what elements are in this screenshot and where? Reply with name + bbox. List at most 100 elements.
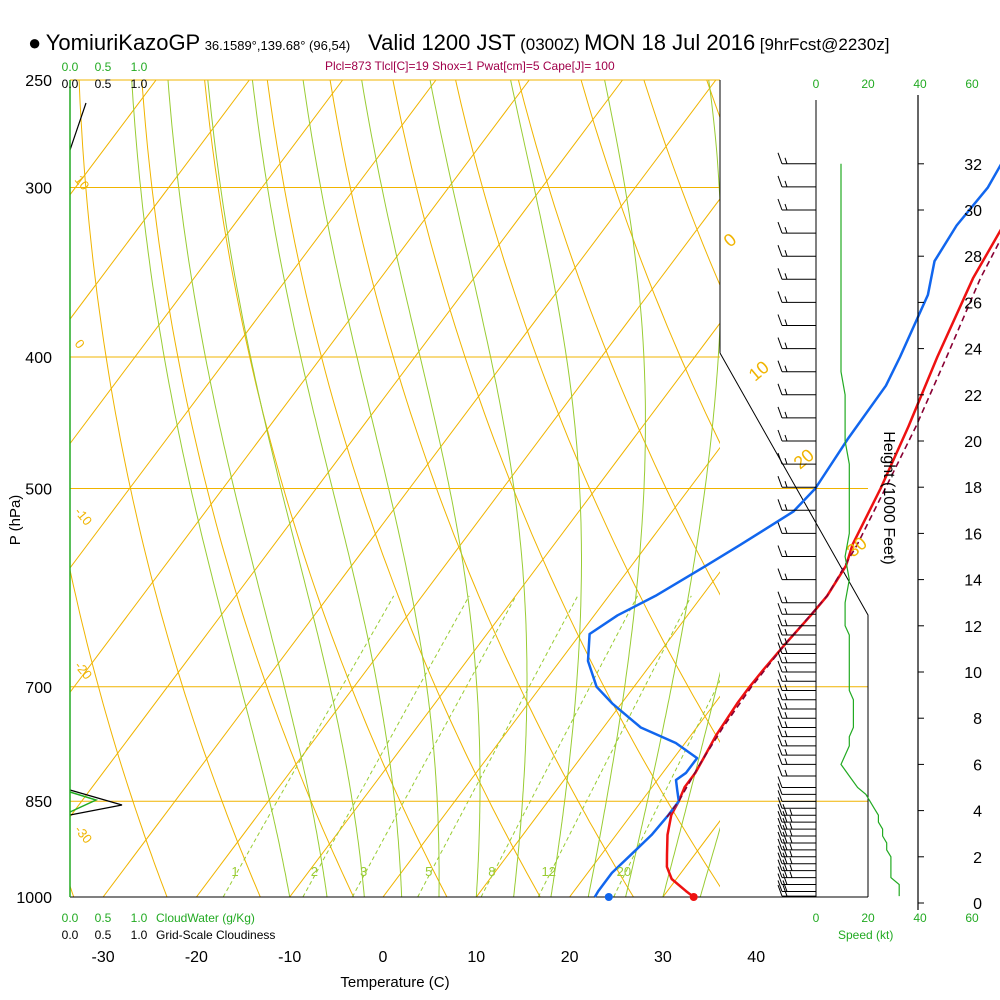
cloudiness-tick-top: 1.0 — [131, 77, 148, 91]
wind-barb — [777, 679, 816, 691]
wind-barb-half — [784, 411, 788, 419]
wind-barb-flag — [777, 314, 783, 326]
wind-barb-flag — [777, 790, 783, 802]
dry-adiabat-label: 20 — [790, 445, 818, 473]
wind-barb-half — [784, 434, 788, 442]
wind-barb-flag — [777, 651, 783, 663]
surface-temperature-marker — [689, 893, 698, 901]
wind-barb — [777, 670, 816, 682]
wind-barb-half — [784, 226, 788, 234]
wind-barb-flag — [777, 852, 783, 864]
wind-barb-half — [784, 550, 788, 557]
wind-barb — [777, 603, 816, 615]
surface-dewpoint-marker — [604, 893, 613, 901]
wind-barb-half — [784, 638, 788, 645]
wind-barb — [777, 776, 816, 788]
wind-barb-flag — [777, 175, 783, 188]
wind-barb-flag — [777, 291, 783, 303]
pressure-tick-label: 300 — [25, 180, 52, 197]
mixing-ratio-line — [302, 595, 470, 897]
wind-barb — [777, 633, 816, 645]
wind-barb-half — [784, 203, 788, 211]
wind-barb-flag — [777, 783, 783, 795]
wind-barb-half — [789, 836, 793, 844]
moist-adiabat-line — [131, 80, 291, 897]
wind-barb-flag — [777, 866, 783, 878]
cloud-water-tick-top: 1.0 — [131, 60, 148, 74]
valid-date: MON 18 Jul 2016 — [584, 30, 756, 55]
temperature-tick-label: -10 — [278, 949, 301, 966]
wind-barb-flag — [782, 838, 788, 851]
wind-barb-half — [784, 157, 788, 164]
isotherm-line — [475, 571, 720, 897]
cloud-water-tick-top: 0.5 — [95, 60, 112, 74]
wind-barb-half — [789, 850, 793, 857]
moist-adiabat-line — [429, 80, 528, 897]
wind-barb-flag — [777, 873, 783, 885]
wind-barb — [777, 429, 816, 442]
cloud-water-tick-top: 0.0 — [62, 60, 79, 74]
moist-adiabat-line — [302, 80, 440, 897]
speed-tick-bottom: 60 — [965, 911, 979, 925]
wind-barb-half — [784, 296, 788, 303]
wind-barb — [777, 545, 816, 557]
dry-adiabat-line — [580, 80, 720, 445]
left-adiabat-label: 0 — [72, 336, 88, 351]
dry-adiabat-label: 0 — [720, 229, 741, 251]
wind-barb-half — [784, 656, 788, 663]
moist-adiabat-line — [662, 671, 720, 897]
wind-barb-flag — [777, 753, 783, 765]
mixing-ratio-label: 1 — [231, 864, 238, 879]
height-tick-label: 12 — [964, 619, 982, 636]
wind-barb-flag — [777, 633, 783, 645]
cloudiness-tick-top: 0.5 — [95, 77, 112, 91]
wind-barb-flag — [777, 198, 783, 211]
cloud-water-trace — [69, 791, 99, 813]
wind-barb-half — [784, 527, 788, 534]
wind-barb-half — [784, 388, 788, 395]
wind-barb-half — [784, 273, 788, 280]
wind-barb-flag — [782, 852, 788, 864]
chart-title: ● YomiuriKazoGP 36.1589°,139.68° (96,54)… — [28, 30, 889, 56]
wind-barb-half — [784, 619, 788, 626]
mixing-ratio-label: 12 — [542, 864, 556, 879]
dry-adiabat-line — [204, 80, 448, 897]
mixing-ratio-line — [417, 595, 579, 897]
wind-barb — [777, 697, 816, 710]
wind-barb-flag — [777, 499, 783, 511]
wind-barb-flag — [777, 824, 783, 837]
wind-barb-flag — [777, 776, 783, 788]
height-tick-label: 32 — [964, 157, 982, 174]
wind-barb — [777, 764, 816, 777]
left-adiabat-label: 10 — [72, 172, 93, 193]
bullet-icon: ● — [28, 30, 42, 55]
wind-barb-flag — [777, 679, 783, 691]
cloudiness-tick-bottom: 1.0 — [131, 928, 148, 942]
wind-barb-flag — [777, 429, 783, 442]
wind-barb-half — [784, 573, 788, 580]
wind-barb-flag — [782, 831, 788, 844]
wind-barb-flag — [777, 383, 783, 395]
wind-barb — [777, 152, 816, 165]
cloudiness-tick-top: 0.0 — [62, 77, 79, 91]
wind-barb — [777, 716, 816, 728]
wind-barb-half — [784, 665, 788, 673]
height-tick-label: 18 — [964, 480, 982, 497]
height-tick-label: 0 — [973, 896, 982, 913]
wind-barb — [777, 804, 816, 816]
wind-barb-half — [784, 481, 788, 488]
dewpoint-line — [586, 163, 1000, 898]
height-axis-label: Height (1000 Feet) — [880, 431, 897, 564]
temperature-tick-label: 0 — [379, 949, 388, 966]
wind-barb-half — [784, 730, 788, 737]
wind-barb-flag — [782, 810, 788, 823]
speed-tick-top: 0 — [813, 77, 820, 91]
left-adiabat-label: -10 — [72, 504, 96, 528]
pressure-tick-label: 400 — [25, 350, 52, 367]
mixing-ratio-label: 5 — [425, 864, 432, 879]
wind-barb — [777, 838, 816, 851]
wind-barb-flag — [782, 880, 788, 892]
pressure-tick-label: 700 — [25, 680, 52, 697]
wind-barb-flag — [777, 884, 783, 897]
dry-adiabat-line — [455, 80, 720, 743]
